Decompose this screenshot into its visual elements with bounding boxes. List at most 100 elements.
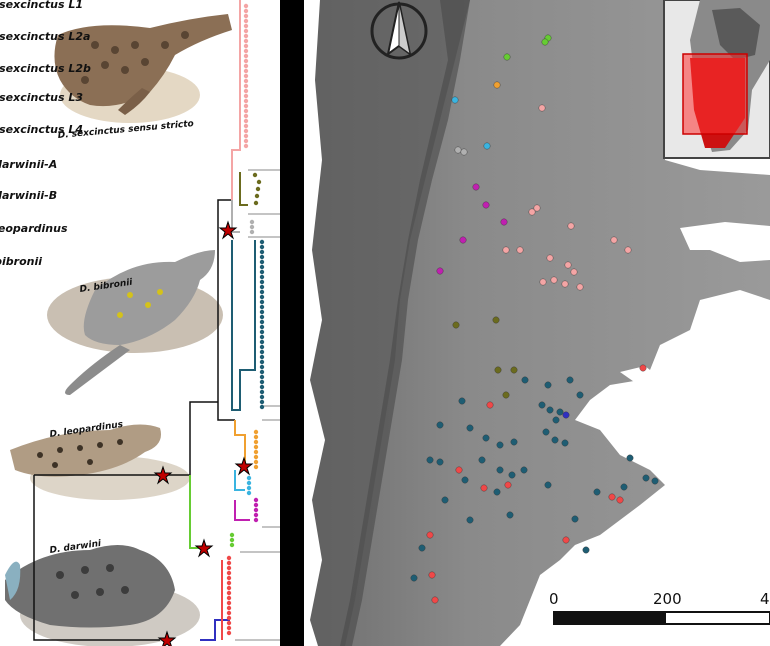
tree-tip xyxy=(243,103,249,109)
tree-tip xyxy=(243,133,249,139)
occurrence-point xyxy=(494,366,502,374)
tree-tip xyxy=(226,620,232,626)
tree-tip xyxy=(259,389,265,395)
occurrence-point xyxy=(556,408,564,416)
occurrence-point xyxy=(436,267,444,275)
occurrence-point xyxy=(570,268,578,276)
tree-tip xyxy=(259,334,265,340)
tree-tip xyxy=(229,532,235,538)
occurrence-point xyxy=(454,146,462,154)
tree-tip xyxy=(249,224,255,230)
tree-tip xyxy=(243,108,249,114)
photo-panel: D. sexcinctus sensu stricto D. bibronii … xyxy=(5,14,232,646)
occurrence-point xyxy=(410,574,418,582)
tree-tip xyxy=(259,344,265,350)
tree-tip xyxy=(259,379,265,385)
occurrence-point xyxy=(562,536,570,544)
tree-tip xyxy=(226,580,232,586)
tree-tip xyxy=(243,123,249,129)
tree-tip xyxy=(243,43,249,49)
tree-tip xyxy=(243,48,249,54)
tree-tip xyxy=(243,8,249,14)
tree-tip xyxy=(259,354,265,360)
tree-tip xyxy=(253,507,259,513)
clade-label-leopardinus: D. leopardinus xyxy=(0,222,68,235)
occurrence-point xyxy=(582,546,590,554)
occurrence-point xyxy=(564,261,572,269)
occurrence-point xyxy=(639,364,647,372)
tree-tip xyxy=(253,439,259,445)
occurrence-point xyxy=(610,236,618,244)
tree-tip xyxy=(246,485,252,491)
lizard-photo-sexcinctus xyxy=(54,14,232,115)
occurrence-point xyxy=(504,481,512,489)
tree-tip xyxy=(249,219,255,225)
occurrence-point xyxy=(461,476,469,484)
occurrence-point xyxy=(460,148,468,156)
north-arrow-icon xyxy=(370,1,428,60)
tree-tip xyxy=(243,93,249,99)
occurrence-point xyxy=(571,515,579,523)
map-panel: 0 200 4 xyxy=(305,0,770,646)
tree-tip xyxy=(254,193,260,199)
tree-tip xyxy=(226,565,232,571)
tree-tip xyxy=(243,118,249,124)
occurrence-point xyxy=(455,466,463,474)
occurrence-point xyxy=(480,484,488,492)
tree-tip xyxy=(253,444,259,450)
tree-tip xyxy=(259,399,265,405)
occurrence-point xyxy=(452,321,460,329)
occurrence-point xyxy=(486,401,494,409)
occurrence-point xyxy=(626,454,634,462)
tree-tip xyxy=(229,542,235,548)
tree-tip xyxy=(259,254,265,260)
tree-tip xyxy=(246,480,252,486)
tree-tip xyxy=(259,309,265,315)
occurrence-point xyxy=(493,81,501,89)
occurrence-point xyxy=(459,236,467,244)
occurrence-point xyxy=(482,201,490,209)
clade-label-sexcinctus-l1: D. sexcinctus L1 xyxy=(0,0,83,11)
occurrence-point xyxy=(608,493,616,501)
tree-tip xyxy=(226,600,232,606)
tree-tip xyxy=(253,434,259,440)
tree-tip xyxy=(259,359,265,365)
occurrence-point xyxy=(500,218,508,226)
occurrence-point xyxy=(538,401,546,409)
occurrence-point xyxy=(466,516,474,524)
tree-tip xyxy=(259,404,265,410)
occurrence-point xyxy=(561,280,569,288)
pacific-coast xyxy=(305,0,325,646)
tree-tip xyxy=(226,630,232,636)
occurrence-point xyxy=(418,544,426,552)
occurrence-point xyxy=(482,434,490,442)
clade-label-darwinii-b: D. darwinii-B xyxy=(0,189,57,202)
tree-tip xyxy=(243,83,249,89)
occurrence-point xyxy=(544,481,552,489)
occurrence-point xyxy=(593,488,601,496)
occurrence-point xyxy=(516,246,524,254)
occurrence-point xyxy=(620,483,628,491)
occurrence-point xyxy=(441,496,449,504)
tree-tip xyxy=(243,138,249,144)
tree-tip xyxy=(243,58,249,64)
tree-tip xyxy=(243,88,249,94)
tree-tip-markers xyxy=(226,3,265,636)
tree-tip xyxy=(226,610,232,616)
occurrence-point xyxy=(546,406,554,414)
tree-tip xyxy=(259,369,265,375)
clade-label-sexcinctus-l2b: D. sexcinctus L2b xyxy=(0,62,91,75)
tree-tip xyxy=(259,259,265,265)
lizard-photo-leopardinus xyxy=(10,424,161,477)
tree-tip xyxy=(259,394,265,400)
tree-tip xyxy=(253,200,259,206)
scale-tick-0: 0 xyxy=(549,590,559,608)
clade-labels: D. sexcinctus L1 D. sexcinctus L2a D. se… xyxy=(0,0,91,268)
tree-tip xyxy=(259,279,265,285)
tree-tip xyxy=(226,555,232,561)
star-marker-icon xyxy=(153,220,254,646)
occurrence-point xyxy=(508,471,516,479)
tree-tip xyxy=(253,449,259,455)
tree-tip xyxy=(259,294,265,300)
tree-tip xyxy=(259,239,265,245)
